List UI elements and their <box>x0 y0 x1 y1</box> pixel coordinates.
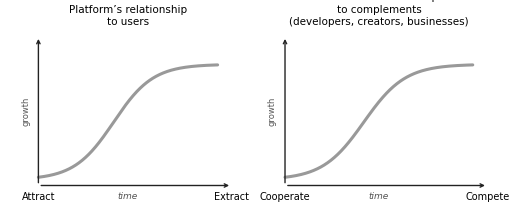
Text: time: time <box>118 192 138 201</box>
Text: growth: growth <box>267 97 276 126</box>
Title: Platform’s relationship
to users: Platform’s relationship to users <box>69 5 187 27</box>
Text: growth: growth <box>22 97 30 126</box>
Title: Platform’s relationship
to complements
(developers, creators, businesses): Platform’s relationship to complements (… <box>289 0 468 27</box>
Text: Attract: Attract <box>22 192 55 202</box>
Text: Cooperate: Cooperate <box>260 192 310 202</box>
Text: Extract: Extract <box>215 192 249 202</box>
Text: Compete: Compete <box>465 192 510 202</box>
Text: time: time <box>369 192 389 201</box>
